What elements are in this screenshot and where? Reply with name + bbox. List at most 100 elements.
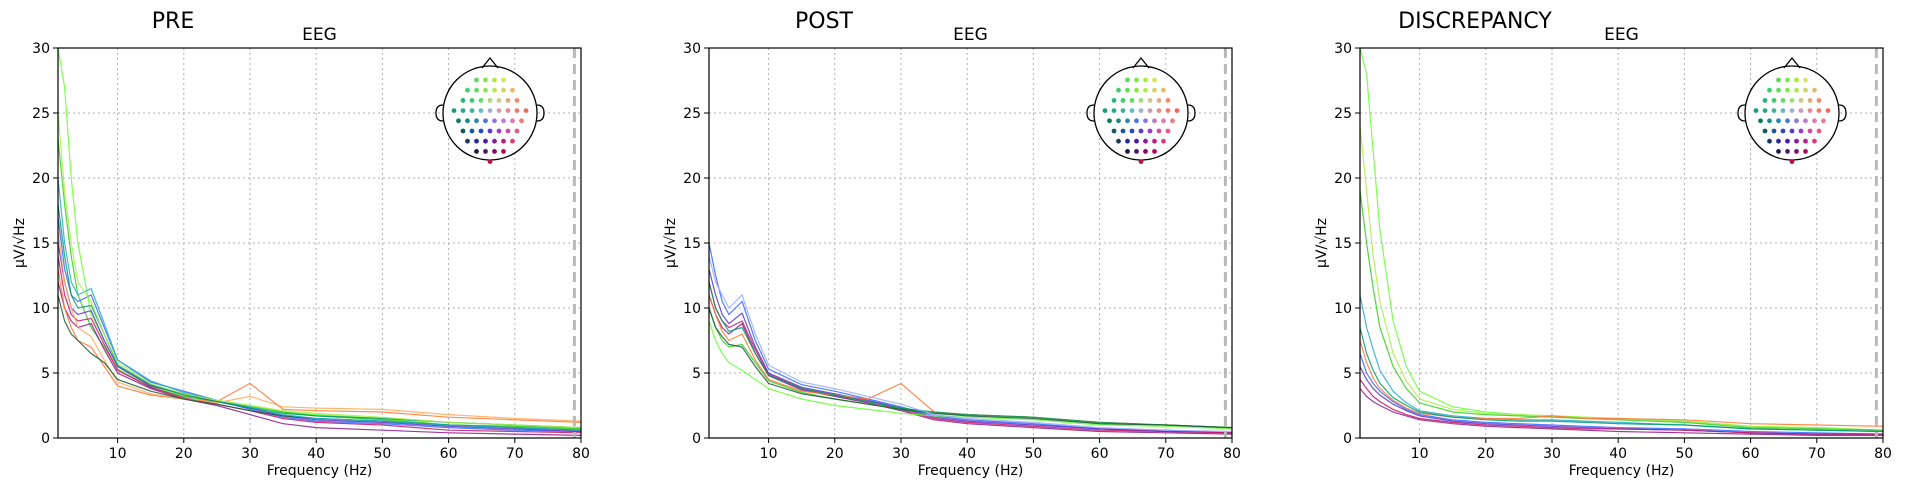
left-ear-shape [435, 104, 444, 122]
sensor-dot [1776, 118, 1781, 124]
sensor-dot [487, 128, 493, 134]
series-line [709, 255, 1232, 433]
sensor-dot [1147, 98, 1153, 103]
sensor-dot [1812, 138, 1817, 144]
series-line [58, 242, 581, 433]
sensor-dot [514, 128, 520, 134]
x-axis-label: Frequency (Hz) [918, 463, 1024, 479]
sensor-dot [474, 77, 479, 83]
x-tick-label: 30 [892, 446, 910, 462]
x-tick-label: 60 [1091, 446, 1109, 462]
y-tick-label: 20 [32, 171, 50, 187]
x-tick-label: 20 [175, 446, 193, 462]
sensor-dot [483, 149, 488, 154]
sensor-dot [478, 108, 484, 113]
left-ear-shape [1737, 104, 1746, 122]
sensor-dot [1803, 149, 1808, 154]
left-ear-shape [1086, 104, 1095, 122]
head-inset-icon [1737, 56, 1847, 165]
y-tick-label: 5 [1343, 366, 1352, 382]
sensor-dot [474, 118, 479, 124]
sensor-dot [1102, 108, 1108, 113]
sensor-dot [1125, 138, 1130, 144]
series-line [1360, 388, 1883, 436]
x-tick-label: 50 [1024, 446, 1042, 462]
chart-panel: POST EEG 10 20 30 40 50 60 70 80 0 5 10 15 20 25 30 Frequ… [663, 9, 1241, 479]
sensor-dot [1111, 98, 1117, 103]
sensor-dot [1143, 87, 1148, 93]
right-ear-shape [1838, 104, 1847, 122]
sensor-dot [1803, 87, 1808, 93]
y-tick-label: 20 [683, 171, 701, 187]
sensor-dot [474, 87, 479, 93]
sensor-dot [1785, 149, 1790, 154]
y-tick-label: 25 [1334, 106, 1352, 122]
x-tick-label: 10 [109, 446, 127, 462]
sensor-dot [510, 87, 515, 93]
series-line [1360, 353, 1883, 435]
sensor-dot [1771, 128, 1777, 134]
sensor-dot [1138, 108, 1144, 113]
x-tick-label: 40 [307, 446, 325, 462]
series-line [709, 242, 1232, 434]
sensor-dot [474, 149, 479, 154]
x-tick-label: 80 [1223, 446, 1241, 462]
sensor-dot [1161, 87, 1166, 93]
y-tick-label: 20 [1334, 171, 1352, 187]
series-line [58, 268, 581, 423]
sensor-dot [510, 118, 515, 124]
sensor-dot [1152, 87, 1157, 93]
x-axis-label: Frequency (Hz) [267, 463, 373, 479]
sensor-dot [1825, 108, 1831, 113]
sensor-dot [1134, 87, 1139, 93]
sensor-dot [1152, 149, 1157, 154]
sensor-dot [1803, 118, 1808, 124]
sensor-dot [1129, 128, 1135, 134]
y-axis-label: µV/√Hz [12, 218, 28, 268]
sensor-dot [501, 149, 506, 154]
sensor-dot [465, 118, 470, 124]
sensor-dot [1789, 98, 1795, 103]
sensor-dot [1776, 87, 1781, 93]
panel-subtitle: EEG [953, 25, 988, 45]
sensor-dot [514, 108, 520, 113]
sensor-dot [1138, 159, 1144, 165]
x-tick-label: 60 [1742, 446, 1760, 462]
sensor-dot [501, 77, 506, 83]
sensor-dot [1798, 108, 1804, 113]
y-tick-label: 25 [32, 106, 50, 122]
sensor-dot [501, 87, 506, 93]
sensor-dot [1780, 108, 1786, 113]
sensor-dot [1111, 128, 1117, 134]
y-tick-label: 10 [683, 301, 701, 317]
sensor-dot [1143, 118, 1148, 124]
sensor-dot [1767, 138, 1772, 144]
sensor-dot [465, 138, 470, 144]
right-ear-shape [536, 104, 545, 122]
panel-subtitle: EEG [1604, 25, 1639, 45]
sensor-dot [1125, 149, 1130, 154]
sensor-dot [523, 108, 529, 113]
y-tick-label: 10 [32, 301, 50, 317]
sensor-dot [505, 128, 511, 134]
sensor-dot [1138, 128, 1144, 134]
sensor-dot [1785, 87, 1790, 93]
sensor-dot [492, 118, 497, 124]
sensor-dot [1161, 118, 1166, 124]
sensor-dot [1780, 128, 1786, 134]
x-tick-label: 10 [1411, 446, 1429, 462]
sensor-dot [1758, 118, 1763, 124]
sensor-dot [469, 128, 475, 134]
sensor-dot [1816, 98, 1822, 103]
sensor-dot [1767, 87, 1772, 93]
sensor-dot [1803, 138, 1808, 144]
y-tick-label: 15 [1334, 236, 1352, 252]
series-line [1360, 327, 1883, 433]
nose-shape [1783, 56, 1801, 69]
series-line [709, 268, 1232, 434]
y-tick-label: 15 [683, 236, 701, 252]
series-group [1360, 48, 1883, 436]
series-line [1360, 125, 1883, 431]
sensor-dot [483, 138, 488, 144]
series-line [709, 281, 1232, 429]
